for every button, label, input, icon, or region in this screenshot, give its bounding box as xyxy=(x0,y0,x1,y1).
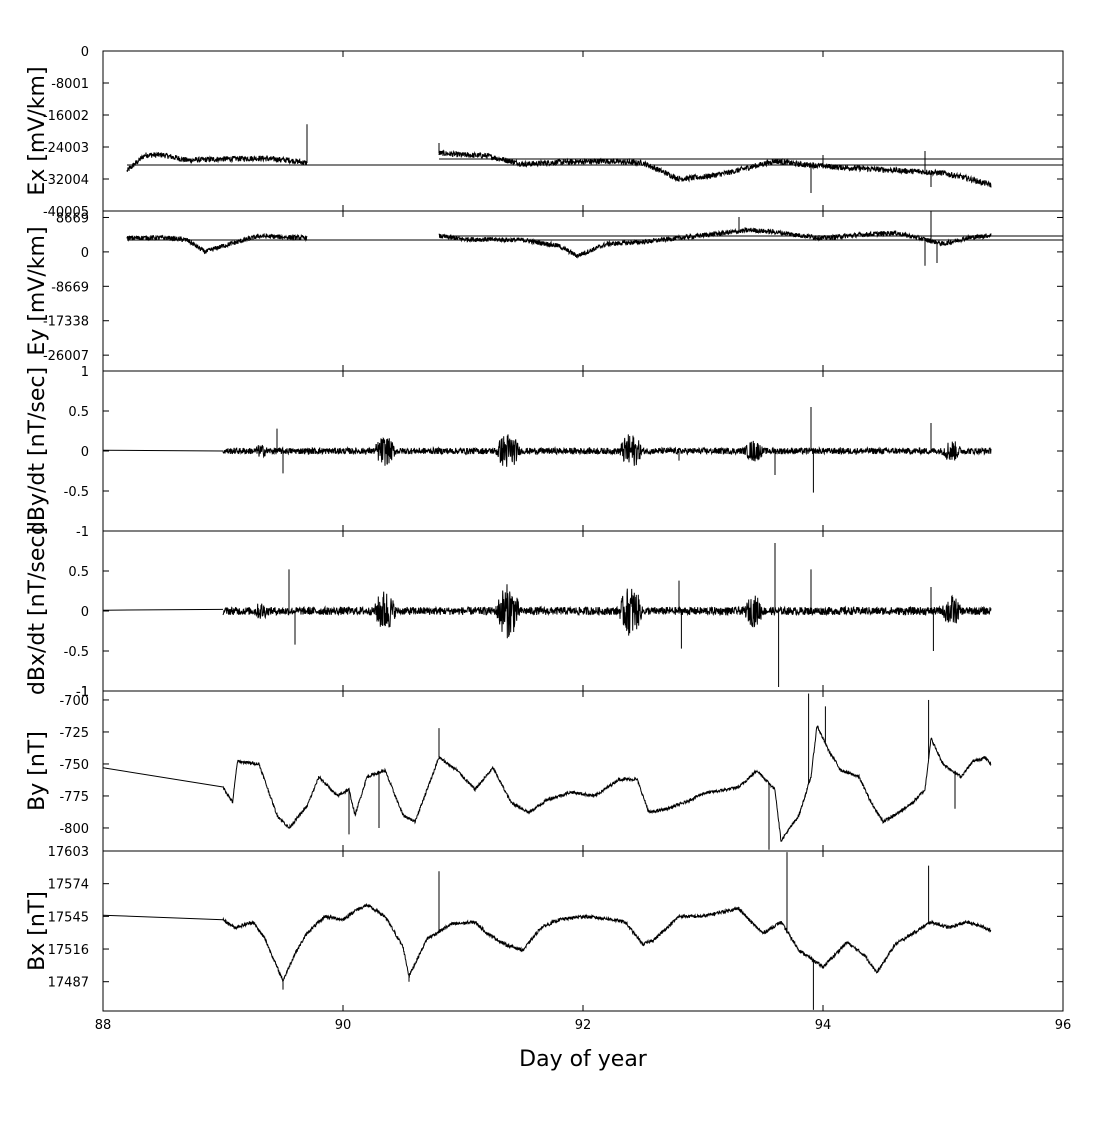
ylabel-bx: Bx [nT] xyxy=(25,891,50,971)
ytick-label-ex: -16002 xyxy=(43,109,89,124)
ylabel-dbydt: dBy/dt [nT/sec] xyxy=(25,367,50,535)
ytick-label-ex: -8001 xyxy=(51,77,89,92)
ytick-label-dbydt: 0.5 xyxy=(68,405,89,420)
series-line-ex-1 xyxy=(438,149,992,188)
ytick-label-by: -775 xyxy=(59,790,89,805)
ytick-label-ex: 0 xyxy=(81,45,89,60)
ytick-label-dbydt: -1 xyxy=(76,525,89,540)
series-line-bx-0 xyxy=(222,902,992,982)
panel-ex: 0 -8001 -16002 -24003 -32004 -40005 Ex [mV/km] xyxy=(25,45,1064,220)
series-line-dbydt-0 xyxy=(222,434,992,467)
series-lead-dbxdt xyxy=(102,608,224,611)
ytick-label-by: -725 xyxy=(59,726,89,741)
xtick-label: 88 xyxy=(95,1018,112,1033)
ytick-label-dbydt: 0 xyxy=(81,445,89,460)
ylabel-by: By [nT] xyxy=(25,731,50,811)
ytick-label-by: -750 xyxy=(59,758,89,773)
x-axis: 88 90 92 94 96 xyxy=(95,1018,1072,1033)
ytick-label-dbxdt: -1 xyxy=(76,685,89,700)
series-line-ey-1 xyxy=(438,226,992,259)
series-lead-bx xyxy=(102,914,224,921)
series-line-ey-0 xyxy=(126,232,308,255)
ytick-label-dbxdt: -1 xyxy=(76,685,89,700)
ytick-label-ey: 8669 xyxy=(56,211,89,226)
ytick-label-by: -700 xyxy=(59,694,89,709)
ytick-label-dbxdt: 0.5 xyxy=(68,565,89,580)
ylabel-ex: Ex [mV/km] xyxy=(25,66,50,195)
ytick-label-bx: 17574 xyxy=(48,878,89,893)
ytick-label-ex: -40005 xyxy=(43,205,89,220)
ytick-label-dbxdt: 0 xyxy=(81,605,89,620)
ytick-label-bx: 17603 xyxy=(48,845,89,860)
ytick-label-ex: -24003 xyxy=(43,141,89,156)
xtick-label: 90 xyxy=(335,1018,352,1033)
series-line-ex-0 xyxy=(126,151,308,172)
ytick-label-bx: 17516 xyxy=(48,943,89,958)
ytick-label-ey: -26007 xyxy=(43,349,89,364)
ytick-label-dbydt: 1 xyxy=(81,365,89,380)
series-line-by-0 xyxy=(222,724,992,842)
ytick-label-by: -800 xyxy=(59,822,89,837)
ytick-label-ey: 0 xyxy=(81,246,89,261)
ytick-label-bx: 17487 xyxy=(48,976,89,991)
panel-bx: 17603 17574 17545 17516 17487 Bx [nT] xyxy=(25,845,1064,1012)
panel-dbydt: 1 0.5 0 -0.5 -1 dBy/dt [nT/sec] xyxy=(25,365,1064,540)
xtick-label: 96 xyxy=(1055,1018,1072,1033)
ytick-label-ex: -32004 xyxy=(43,173,89,188)
series-line-dbxdt-0 xyxy=(222,584,992,639)
ytick-label-ey: -8669 xyxy=(51,280,89,295)
panel-dbxdt: -1 0.5 0 -0.5 -1 dBx/dt [nT/sec] xyxy=(25,527,1064,700)
ylabel-ey: Ey [mV/km] xyxy=(25,226,50,355)
xtick-label: 92 xyxy=(575,1018,592,1033)
ytick-label-bx: 17545 xyxy=(48,910,89,925)
ytick-label-dbydt: -0.5 xyxy=(64,485,89,500)
series-lead-dbydt xyxy=(102,449,224,452)
ytick-label-dbxdt: -0.5 xyxy=(64,645,89,660)
ylabel-dbxdt: dBx/dt [nT/sec] xyxy=(25,527,50,695)
series-lead-by xyxy=(102,767,224,788)
x-axis-label: Day of year xyxy=(519,1047,648,1072)
xtick-label: 94 xyxy=(815,1018,832,1033)
ytick-label-ey: -17338 xyxy=(43,315,89,330)
